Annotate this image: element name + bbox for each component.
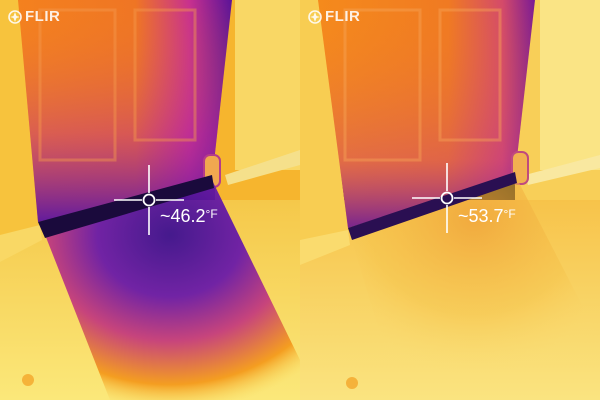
thermal-scene-left [0,0,300,400]
temperature-readout: ~53.7°F [458,206,516,227]
temperature-unit: °F [503,207,516,221]
flir-logo: FLIR [308,8,360,25]
flir-flame-icon [308,9,322,24]
temperature-readout: ~46.2°F [160,206,218,227]
flir-logo: FLIR [8,8,60,25]
flir-flame-icon [8,9,22,24]
temperature-value: ~46.2 [160,206,206,226]
temperature-unit: °F [205,207,218,221]
logo-text: FLIR [325,8,361,25]
thermal-image-right: FLIR ~53.7°F [300,0,600,400]
temperature-value: ~53.7 [458,206,504,226]
logo-text: FLIR [25,8,61,25]
spot-meter-crosshair [114,165,184,235]
thermal-image-left: FLIR ~46.2°F [0,0,300,400]
thermal-scene-right [300,0,600,400]
spot-meter-crosshair [412,163,482,233]
